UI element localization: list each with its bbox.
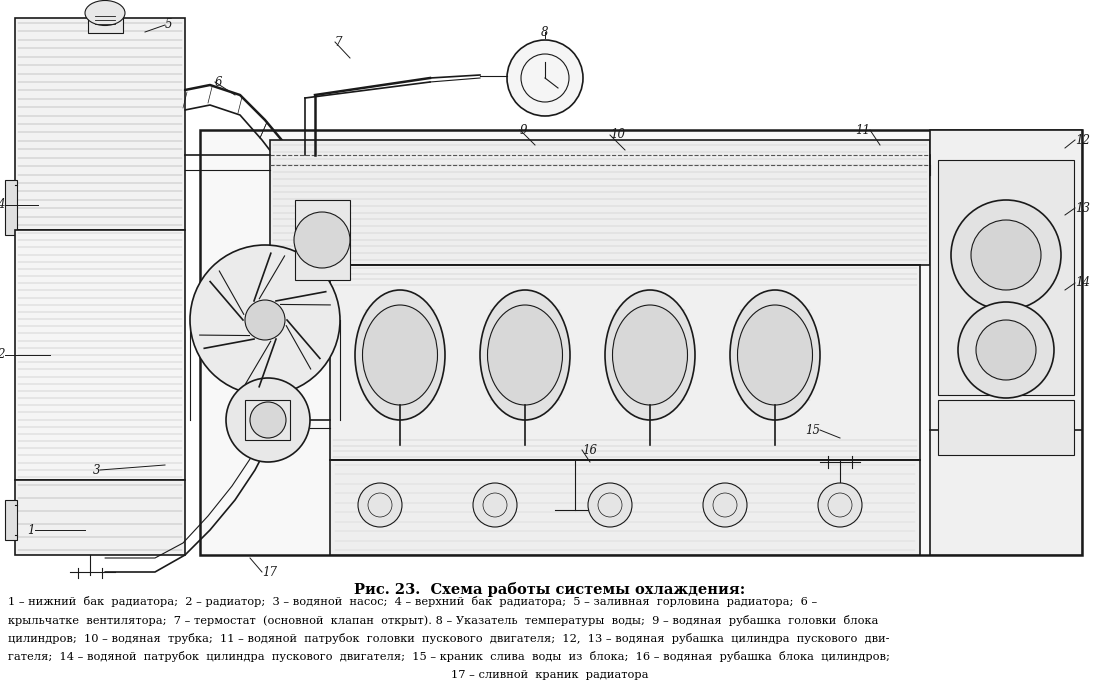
Bar	[330, 265, 920, 460]
Text: 17 – сливной  краник  радиатора: 17 – сливной краник радиатора	[451, 670, 649, 680]
Bar	[200, 130, 1082, 555]
Bar	[930, 130, 1082, 555]
Bar	[6, 500, 16, 540]
Circle shape	[473, 483, 517, 527]
Text: 5: 5	[165, 19, 173, 32]
Circle shape	[245, 300, 285, 340]
Text: 1 – нижний  бак  радиатора;  2 – радиатор;  3 – водяной  насос;  4 – верхний  ба: 1 – нижний бак радиатора; 2 – радиатор; …	[8, 596, 817, 607]
Bar	[88, 13, 123, 33]
Ellipse shape	[355, 290, 446, 420]
Ellipse shape	[480, 290, 570, 420]
Circle shape	[250, 402, 286, 438]
Text: крыльчатке  вентилятора;  7 – термостат  (основной  клапан  открыт). 8 – Указате: крыльчатке вентилятора; 7 – термостат (о…	[8, 615, 879, 626]
Text: 16: 16	[582, 444, 597, 457]
Bar	[270, 140, 930, 265]
Circle shape	[190, 245, 340, 395]
Ellipse shape	[487, 305, 562, 405]
Circle shape	[294, 212, 350, 268]
Bar	[245, 400, 290, 440]
Bar	[330, 460, 920, 555]
Text: 9: 9	[520, 123, 528, 136]
Text: 14: 14	[1075, 276, 1090, 289]
Text: 2: 2	[0, 349, 6, 362]
Text: гателя;  14 – водяной  патрубок  цилиндра  пускового  двигателя;  15 – краник  с: гателя; 14 – водяной патрубок цилиндра п…	[8, 652, 890, 663]
Bar	[15, 230, 185, 480]
Text: 3: 3	[92, 464, 100, 477]
Text: 1: 1	[28, 524, 35, 537]
Text: 11: 11	[855, 123, 870, 136]
Text: цилиндров;  10 – водяная  трубка;  11 – водяной  патрубок  головки  пускового  д: цилиндров; 10 – водяная трубка; 11 – вод…	[8, 633, 890, 644]
Ellipse shape	[737, 305, 813, 405]
Bar	[938, 160, 1074, 395]
Ellipse shape	[85, 1, 125, 25]
Ellipse shape	[605, 290, 695, 420]
Circle shape	[507, 40, 583, 116]
Circle shape	[703, 483, 747, 527]
Text: 13: 13	[1075, 201, 1090, 214]
Text: Рис. 23.  Схема работы системы охлаждения:: Рис. 23. Схема работы системы охлаждения…	[354, 582, 746, 597]
Ellipse shape	[613, 305, 688, 405]
Bar	[15, 18, 185, 230]
Ellipse shape	[730, 290, 820, 420]
Text: 6: 6	[214, 76, 222, 88]
Bar	[6, 180, 16, 235]
Text: 8: 8	[541, 25, 549, 39]
Circle shape	[971, 220, 1041, 290]
Circle shape	[976, 320, 1036, 380]
Ellipse shape	[363, 305, 438, 405]
Circle shape	[958, 302, 1054, 398]
Bar	[15, 480, 185, 555]
Circle shape	[952, 200, 1062, 310]
Text: 7: 7	[336, 36, 342, 48]
Circle shape	[358, 483, 402, 527]
Circle shape	[818, 483, 862, 527]
Bar	[938, 400, 1074, 455]
Bar	[295, 200, 350, 280]
Text: 4: 4	[0, 198, 6, 212]
Text: 10: 10	[610, 129, 625, 141]
Text: 17: 17	[262, 566, 277, 579]
Circle shape	[226, 378, 310, 462]
Text: 12: 12	[1075, 134, 1090, 147]
Circle shape	[588, 483, 632, 527]
Text: 15: 15	[805, 424, 820, 437]
